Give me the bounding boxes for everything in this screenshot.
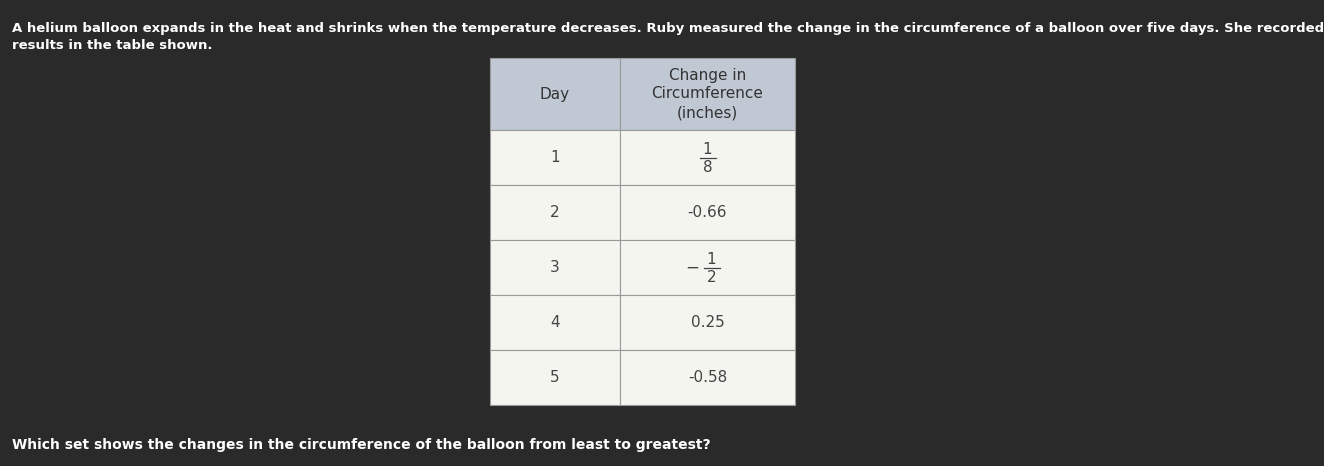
Text: 8: 8 [703,160,712,175]
Text: 2: 2 [551,205,560,220]
Text: 3: 3 [551,260,560,275]
Text: 1: 1 [703,142,712,157]
Bar [490,58,620,130]
Text: A helium balloon expands in the heat and shrinks when the temperature decreases.: A helium balloon expands in the heat and… [12,22,1324,52]
Bar [620,58,794,130]
Text: −: − [686,259,699,276]
Bar [490,185,620,240]
Text: 1: 1 [707,252,716,267]
Text: -0.58: -0.58 [688,370,727,385]
Bar [490,240,620,295]
Text: Change in
Circumference
(inches): Change in Circumference (inches) [651,68,764,120]
Bar [490,295,620,350]
Bar [620,185,794,240]
Text: -0.66: -0.66 [687,205,727,220]
Text: 5: 5 [551,370,560,385]
Bar [490,350,620,405]
Text: 1: 1 [551,150,560,165]
Text: Day: Day [540,87,571,102]
Bar [490,130,620,185]
Text: 0.25: 0.25 [691,315,724,330]
Bar [620,350,794,405]
Text: 2: 2 [707,270,716,285]
Bar [620,295,794,350]
Text: Which set shows the changes in the circumference of the balloon from least to gr: Which set shows the changes in the circu… [12,438,711,452]
Text: 4: 4 [551,315,560,330]
Bar [620,130,794,185]
Bar [620,240,794,295]
